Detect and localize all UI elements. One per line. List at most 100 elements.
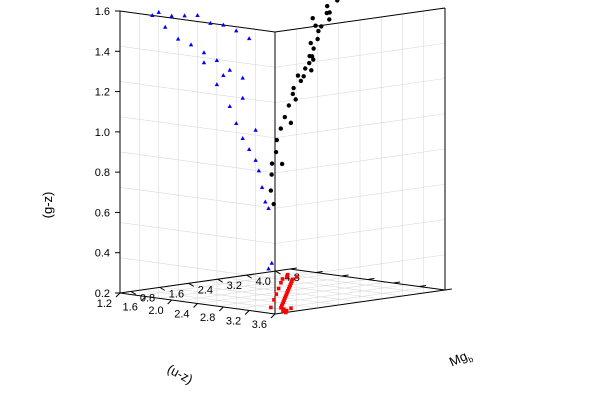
x-axis-tick (315, 271, 323, 273)
grid-line (268, 271, 424, 294)
wall-projection-point (208, 20, 213, 25)
data-point (309, 68, 314, 73)
floor-projection-point (276, 286, 281, 291)
floor-projection-point (279, 280, 283, 285)
wall-projection-point (227, 67, 232, 72)
x-axis-tick (419, 285, 427, 287)
x-tick-label: 3.2 (226, 316, 241, 328)
y-tick-label: 4.0 (256, 276, 271, 288)
wall-projection-point (227, 104, 232, 109)
z-tick-label: 1.0 (95, 127, 110, 139)
y-axis-tick (217, 278, 223, 283)
floor-projection-point (283, 296, 287, 301)
x-axis-tick (244, 310, 250, 315)
z-axis-title: (g-z) (40, 192, 55, 219)
wall-projection-point (221, 72, 226, 77)
grid-line (119, 78, 446, 103)
grid-line (158, 273, 329, 299)
wall-projection-point (195, 13, 200, 18)
y-axis-tick (188, 282, 194, 287)
data-point (288, 120, 294, 126)
floor-projection-point (284, 310, 288, 315)
floor-projection-point (284, 308, 289, 313)
y-axis-tick (130, 291, 137, 295)
axis-frame-line (119, 10, 276, 33)
data-point (319, 24, 324, 29)
floor-projection-point (285, 274, 289, 279)
x-axis-tick (341, 274, 349, 277)
data-point (298, 78, 304, 84)
floor-projection-point (280, 277, 285, 281)
floor-projection-point (283, 294, 288, 299)
y-tick-label: 2.4 (198, 284, 213, 296)
wall-projection-point (240, 75, 245, 80)
floor-projection-point (289, 306, 293, 310)
x-axis-tick (289, 267, 297, 270)
x-tick-label: 1.2 (97, 298, 112, 310)
grid-line (247, 274, 403, 297)
y-tick-label: 3.2 (227, 280, 242, 292)
x-axis-tick (218, 306, 224, 312)
grid-line (119, 42, 446, 68)
data-point (309, 54, 315, 59)
x-axis-tick (270, 313, 276, 319)
floor-projection-point (281, 300, 286, 304)
data-point (293, 97, 298, 102)
floor-projection-point (285, 290, 289, 295)
floor-projection-point (269, 305, 273, 310)
wall-projection-point (266, 205, 271, 210)
grid-line (119, 183, 446, 209)
wall-projection-point (246, 146, 252, 151)
x-tick-label: 2.0 (148, 305, 163, 317)
data-point (278, 126, 284, 131)
floor-projection-point (280, 302, 285, 306)
x-tick-label: 3.6 (252, 319, 267, 331)
data-point (301, 74, 306, 79)
x-tick-label: 2.4 (174, 309, 189, 321)
data-point (269, 172, 274, 177)
data-point (274, 137, 280, 143)
data-point (268, 188, 274, 193)
data-point (316, 28, 321, 34)
wall-projection-point (266, 266, 271, 271)
y-axis-title: Mgb (447, 346, 475, 372)
x-axis-tick (393, 281, 401, 284)
axis-frame-line (274, 289, 446, 315)
floor-projection-point (286, 287, 291, 291)
grid-line (178, 276, 349, 302)
y-axis-tick (275, 270, 281, 275)
z-tick-label: 1.4 (95, 46, 110, 58)
wall-projection-point (182, 13, 187, 18)
data-point (327, 17, 332, 22)
wall-projection-point (169, 13, 174, 18)
wall-projection-point (175, 36, 181, 41)
wall-projection-point (263, 199, 268, 204)
data-point (335, 0, 340, 3)
wall-projection-point (221, 22, 226, 27)
data-point (295, 73, 301, 78)
wall-projection-point (259, 184, 265, 189)
grid-line (119, 148, 446, 174)
wall-projection-point (253, 157, 258, 162)
x-axis-title: (u-z) (165, 361, 196, 387)
grid-line (119, 219, 446, 244)
wall-projection-point (188, 42, 194, 47)
wall-projection-point (150, 12, 155, 17)
floor-projection-point (279, 306, 283, 310)
wall-projection-point (269, 260, 274, 265)
y-tick-label: 0.8 (140, 292, 155, 304)
x-axis-tick (193, 303, 198, 308)
data-point (282, 114, 288, 120)
axis-frame-line (274, 7, 446, 33)
floor-projection-point (288, 283, 293, 287)
floor-projection-point (290, 279, 294, 284)
grid-line (119, 7, 446, 33)
data-point (307, 60, 312, 66)
wall-projection-point (214, 82, 220, 87)
wall-projection-point (256, 168, 262, 173)
data-point (315, 36, 320, 42)
wall-projection-point (240, 136, 245, 141)
x-axis-tick (115, 292, 121, 298)
wall-projection-point (214, 57, 220, 62)
